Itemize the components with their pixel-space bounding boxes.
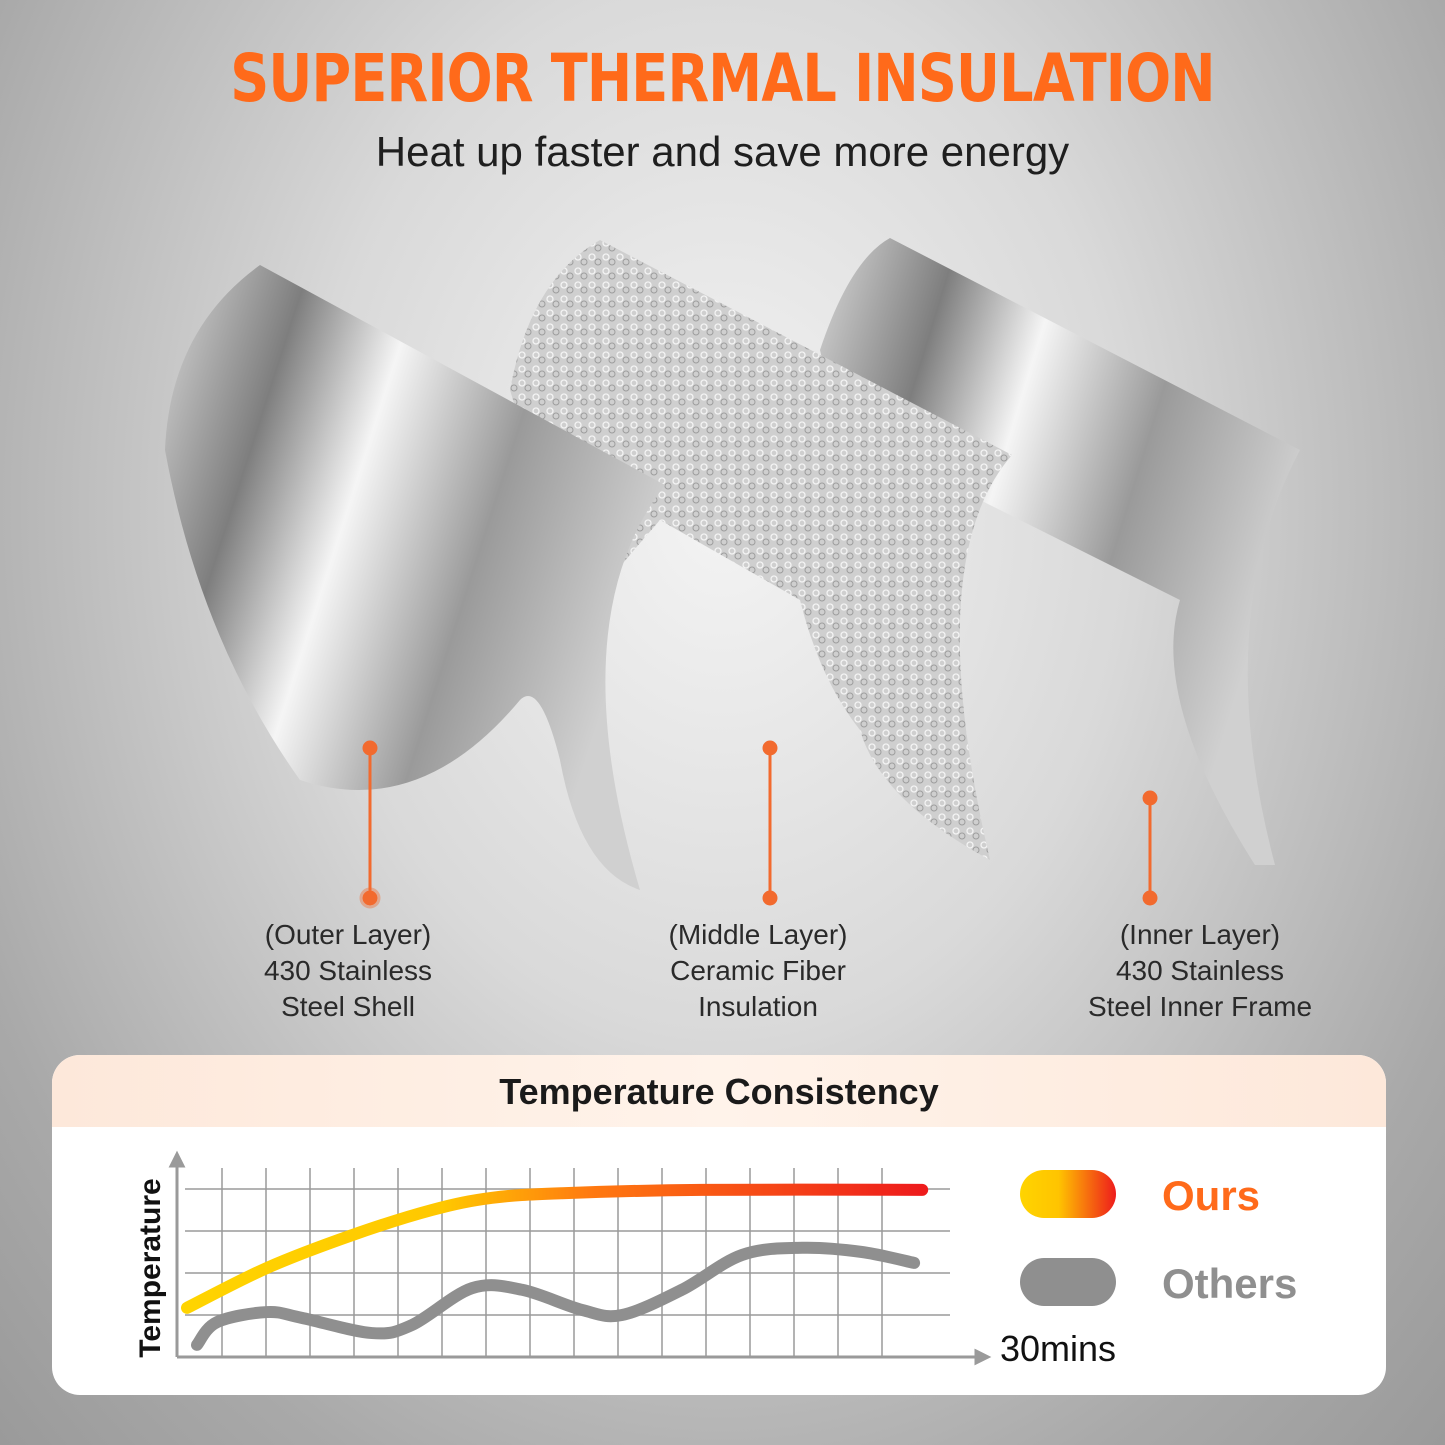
- temperature-chart-card: Temperature Consistency: [52, 1055, 1386, 1395]
- outer-layer-label: (Outer Layer) 430 Stainless Steel Shell: [168, 917, 528, 1025]
- x-axis-arrow: [974, 1348, 992, 1366]
- legend-swatch-ours: [1020, 1170, 1116, 1218]
- label-line: 430 Stainless: [1115, 955, 1285, 986]
- label-line: (Inner Layer): [1119, 919, 1281, 950]
- label-line: (Middle Layer): [668, 919, 848, 950]
- layer-markers: [359, 740, 1158, 909]
- page-subtitle: Heat up faster and save more energy: [375, 128, 1070, 175]
- insulation-layers-illustration: [165, 238, 1300, 909]
- label-line: (Outer Layer): [264, 919, 432, 950]
- y-axis-arrow: [168, 1150, 186, 1168]
- middle-layer-fiber: [510, 240, 1012, 860]
- label-line: Insulation: [698, 991, 818, 1022]
- chart-title: Temperature Consistency: [52, 1055, 1386, 1127]
- label-line: Ceramic Fiber: [670, 955, 846, 986]
- series-line-ours: [180, 1183, 929, 1314]
- legend-label-ours: Ours: [1162, 1172, 1260, 1219]
- label-line: Steel Shell: [281, 991, 415, 1022]
- y-axis-label: Temperature: [134, 1178, 167, 1358]
- middle-layer-label: (Middle Layer) Ceramic Fiber Insulation: [578, 917, 938, 1025]
- x-axis-label: 30mins: [1000, 1328, 1116, 1369]
- legend-label-others: Others: [1162, 1260, 1297, 1307]
- series-line-others: [190, 1241, 921, 1351]
- inner-layer-label: (Inner Layer) 430 Stainless Steel Inner …: [1020, 917, 1380, 1025]
- label-line: Steel Inner Frame: [1087, 991, 1313, 1022]
- legend-swatch-others: [1020, 1258, 1116, 1306]
- inner-layer-sheet: [820, 238, 1300, 865]
- outer-layer-sheet: [165, 265, 665, 890]
- label-line: 430 Stainless: [263, 955, 433, 986]
- page-title: SUPERIOR THERMAL INSULATION: [230, 40, 1215, 117]
